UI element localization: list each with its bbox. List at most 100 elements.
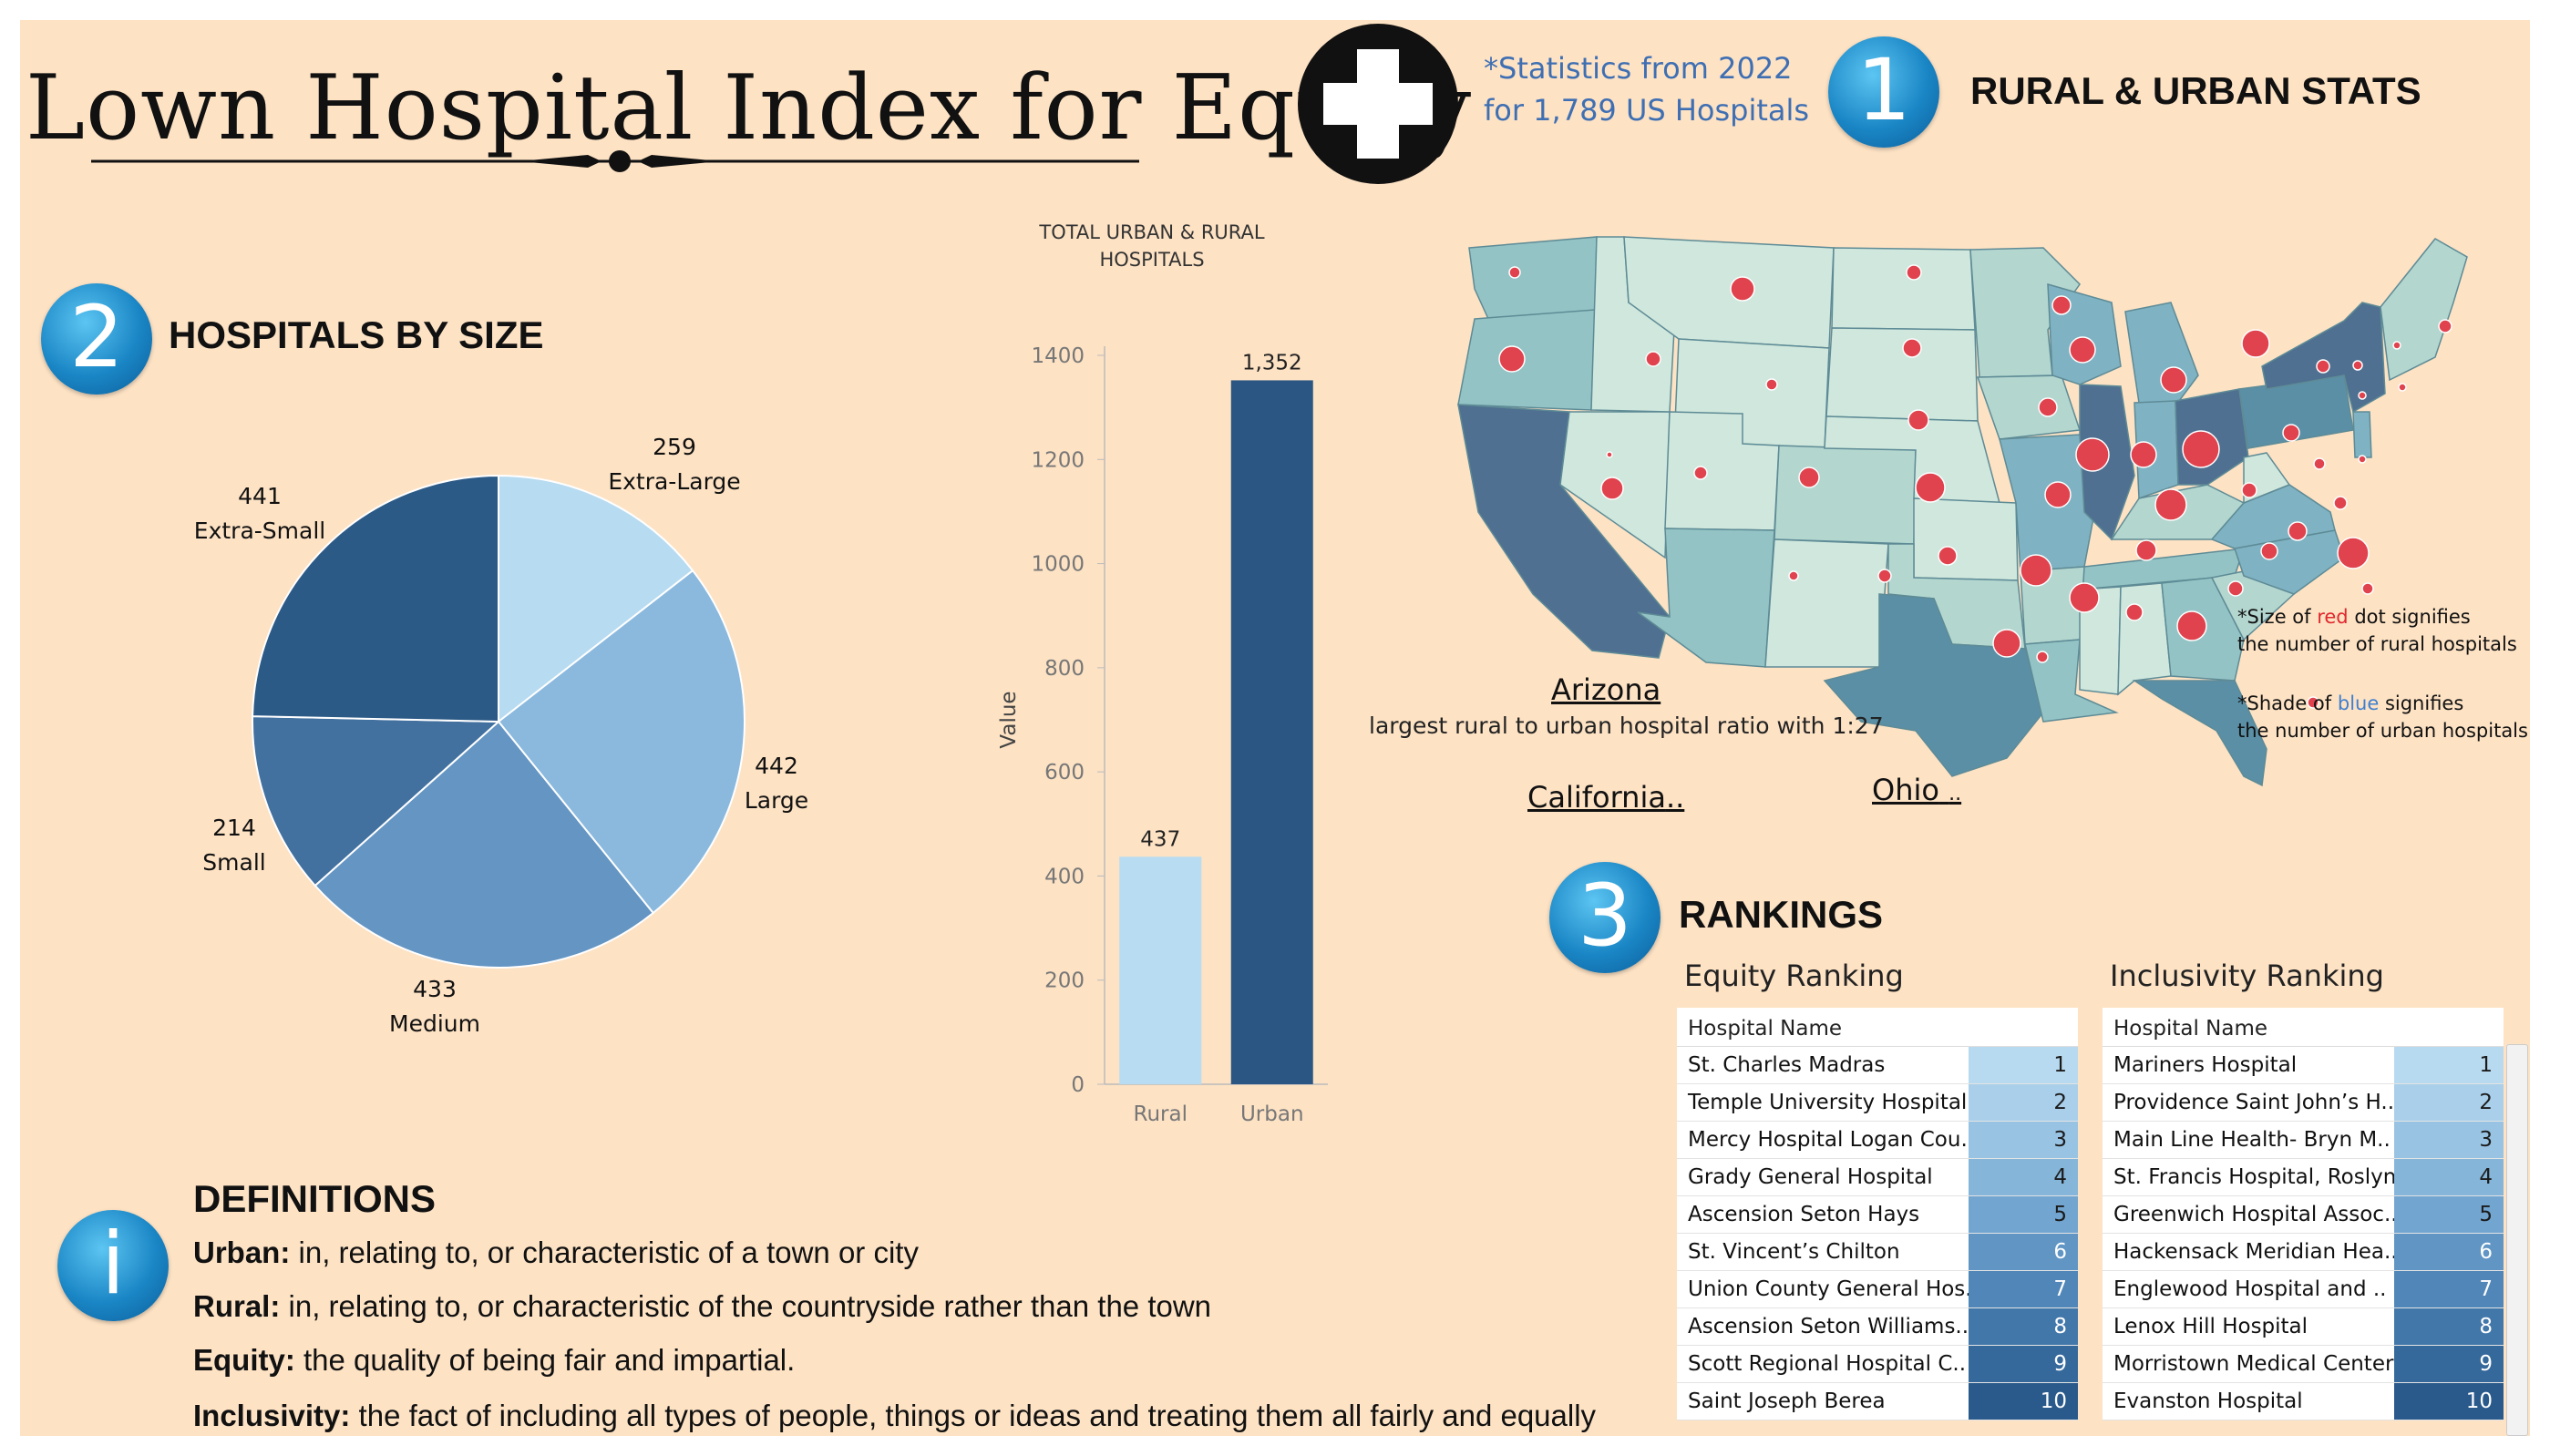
- table-row[interactable]: Main Line Health- Bryn M.. 3: [2103, 1122, 2504, 1159]
- hospital-name: St. Vincent’s Chilton: [1688, 1240, 1900, 1264]
- hospital-name: Lenox Hill Hospital: [2113, 1315, 2308, 1338]
- equity-column-header: Hospital Name: [1677, 1008, 2078, 1047]
- map-dot: [1606, 451, 1613, 458]
- table-row[interactable]: St. Charles Madras 1: [1677, 1047, 2078, 1084]
- map-dot: [2398, 383, 2407, 392]
- bar-urban: [1230, 380, 1313, 1084]
- map-state-new-jersey: [2352, 411, 2372, 458]
- map-state-new-mexico: [1764, 538, 1889, 668]
- hospital-name: Temple University Hospital: [1688, 1091, 1968, 1114]
- map-dot: [2038, 397, 2058, 417]
- section-2-badge: 2: [41, 283, 152, 395]
- map-dot: [2288, 521, 2308, 541]
- map-dot: [2051, 295, 2072, 315]
- map-label-arizona: Arizona: [1551, 672, 1661, 707]
- y-tick-label: 400: [1044, 865, 1085, 888]
- map-dot: [2358, 391, 2367, 400]
- map-dot: [2438, 319, 2452, 333]
- map-dot: [2337, 537, 2370, 569]
- table-row[interactable]: Ascension Seton Hays 5: [1677, 1196, 2078, 1234]
- y-tick-label: 600: [1044, 761, 1085, 784]
- hospital-name: Ascension Seton Williams..: [1688, 1315, 1969, 1338]
- bar-value-label: 437: [1140, 827, 1180, 851]
- map-dot: [2307, 696, 2319, 709]
- page-title: Lown Hospital Index for Equity: [26, 56, 1473, 160]
- map-state-florida: [2132, 680, 2267, 787]
- rankings-heading: RANKINGS: [1679, 893, 1884, 936]
- map-dot: [2160, 366, 2187, 394]
- table-row[interactable]: St. Vincent’s Chilton 6: [1677, 1234, 2078, 1271]
- pie-slice-extra-large: [498, 474, 694, 724]
- map-state-oregon: [1457, 309, 1596, 411]
- title-divider-ornament: [91, 150, 1139, 172]
- rank-value: 10: [2394, 1383, 2504, 1420]
- pie-label-small: 214 Small: [202, 815, 266, 876]
- hospitals-by-size-heading: HOSPITALS BY SIZE: [169, 313, 544, 356]
- hospital-name: Greenwich Hospital Assoc..: [2113, 1203, 2398, 1226]
- pie-label-medium: 433 Medium: [389, 976, 480, 1037]
- map-dot: [1508, 266, 1521, 279]
- table-row[interactable]: Englewood Hospital and .. 7: [2103, 1271, 2504, 1308]
- hospital-name: Scott Regional Hospital C..: [1688, 1352, 1967, 1376]
- table-row[interactable]: Mercy Hospital Logan Cou.. 3: [1677, 1122, 2078, 1159]
- hospital-name: Englewood Hospital and ..: [2113, 1277, 2387, 1301]
- inclusivity-ranking-table: Hospital Name Mariners Hospital 1 Providen…: [2103, 1008, 2504, 1420]
- map-dot: [1906, 264, 1922, 281]
- table-row[interactable]: Lenox Hill Hospital 8: [2103, 1308, 2504, 1346]
- stats-note: *Statistics from 2022 for 1,789 US Hospi…: [1484, 51, 1810, 128]
- table-row[interactable]: Scott Regional Hospital C.. 9: [1677, 1346, 2078, 1383]
- map-dot: [1693, 466, 1708, 480]
- map-dot: [1992, 629, 2021, 658]
- rankings-scrollbar[interactable]: [2506, 1044, 2528, 1436]
- pie-slice-large: [497, 569, 745, 915]
- map-dot: [1938, 546, 1958, 566]
- medical-cross-icon: [1298, 24, 1458, 184]
- map-dot: [1730, 276, 1755, 302]
- table-row[interactable]: Saint Joseph Berea 10: [1677, 1383, 2078, 1420]
- y-tick-label: 1200: [1031, 448, 1085, 472]
- map-dot: [2313, 457, 2326, 470]
- pie-label-extra-small: 441 Extra-Small: [193, 483, 326, 544]
- section-3-badge: 3: [1549, 862, 1661, 973]
- table-row[interactable]: Union County General Hos.. 7: [1677, 1271, 2078, 1308]
- map-dot: [1907, 409, 1929, 431]
- map-arizona-description: largest rural to urban hospital ratio wi…: [1369, 713, 1884, 739]
- map-dot: [2036, 651, 2049, 663]
- map-dot: [2241, 329, 2270, 358]
- hospital-name: Morristown Medical Center: [2113, 1352, 2394, 1376]
- table-row[interactable]: Ascension Seton Williams.. 8: [1677, 1308, 2078, 1346]
- definition-urban: Urban: in, relating to, or characteristi…: [193, 1236, 919, 1269]
- map-note-rural-dot: *Size of red dot signifies the number of…: [2237, 606, 2517, 655]
- table-row[interactable]: Grady General Hospital 4: [1677, 1159, 2078, 1196]
- table-row[interactable]: Greenwich Hospital Assoc.. 5: [2103, 1196, 2504, 1234]
- rank-value: 8: [1969, 1308, 2078, 1345]
- pie-label-extra-large: 259 Extra-Large: [608, 434, 741, 495]
- table-row[interactable]: Providence Saint John’s H.. 2: [2103, 1084, 2504, 1122]
- pie-slice-small: [252, 715, 501, 887]
- map-label-ohio: Ohio ..: [1872, 773, 1962, 807]
- rank-value: 1: [2394, 1047, 2504, 1083]
- map-dot: [2227, 580, 2244, 597]
- y-axis-label: Value: [997, 691, 1021, 748]
- definitions-heading: DEFINITIONS: [193, 1177, 437, 1220]
- urban-rural-bar-chart: 0 200 400 600 800 1000 1200 1400 Value 437 Rural 1,…: [997, 344, 1328, 1126]
- map-dot: [1915, 472, 1946, 503]
- table-row[interactable]: Temple University Hospital 2: [1677, 1084, 2078, 1122]
- table-row[interactable]: Evanston Hospital 10: [2103, 1383, 2504, 1420]
- definition-rural: Rural: in, relating to, or characteristi…: [193, 1289, 1212, 1323]
- hospital-name: Saint Joseph Berea: [1688, 1389, 1886, 1413]
- hospital-name: Main Line Health- Bryn M..: [2113, 1128, 2391, 1152]
- map-dot: [2358, 455, 2367, 464]
- rural-urban-heading: RURAL & URBAN STATS: [1970, 69, 2421, 112]
- table-row[interactable]: Morristown Medical Center 9: [2103, 1346, 2504, 1383]
- map-dot: [1902, 338, 1922, 358]
- table-row[interactable]: Mariners Hospital 1: [2103, 1047, 2504, 1084]
- table-row[interactable]: St. Francis Hospital, Roslyn 4: [2103, 1159, 2504, 1196]
- map-dot: [2125, 603, 2144, 621]
- table-row[interactable]: Hackensack Meridian Hea.. 6: [2103, 1234, 2504, 1271]
- rank-value: 9: [2394, 1346, 2504, 1382]
- map-dot: [2182, 430, 2220, 468]
- x-tick-label: Urban: [1240, 1102, 1304, 1126]
- map-dot: [1498, 345, 1526, 373]
- map-dot: [2020, 554, 2052, 587]
